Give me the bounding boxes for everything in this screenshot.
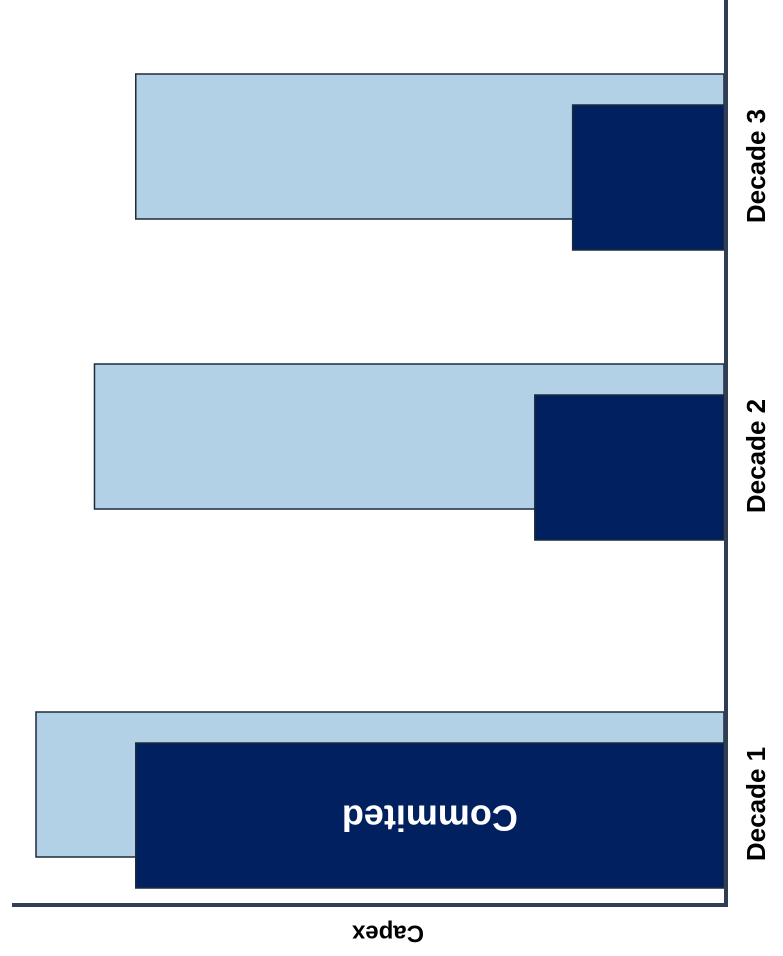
category-label-decade-1: Decade 1 bbox=[741, 747, 771, 861]
bar-committed-decade-1 bbox=[135, 742, 725, 889]
category-labels: Decade 1 Decade 2 Decade 3 bbox=[741, 109, 771, 861]
category-label-decade-3: Decade 3 bbox=[741, 109, 771, 223]
x-axis-label: Capex bbox=[351, 920, 424, 947]
bar-annotation-committed: Commited bbox=[342, 797, 518, 838]
bar-committed-decade-2 bbox=[534, 394, 725, 541]
bars-group: Commited bbox=[35, 73, 725, 889]
category-label-decade-2: Decade 2 bbox=[741, 399, 771, 513]
bar-committed-decade-3 bbox=[571, 104, 725, 251]
